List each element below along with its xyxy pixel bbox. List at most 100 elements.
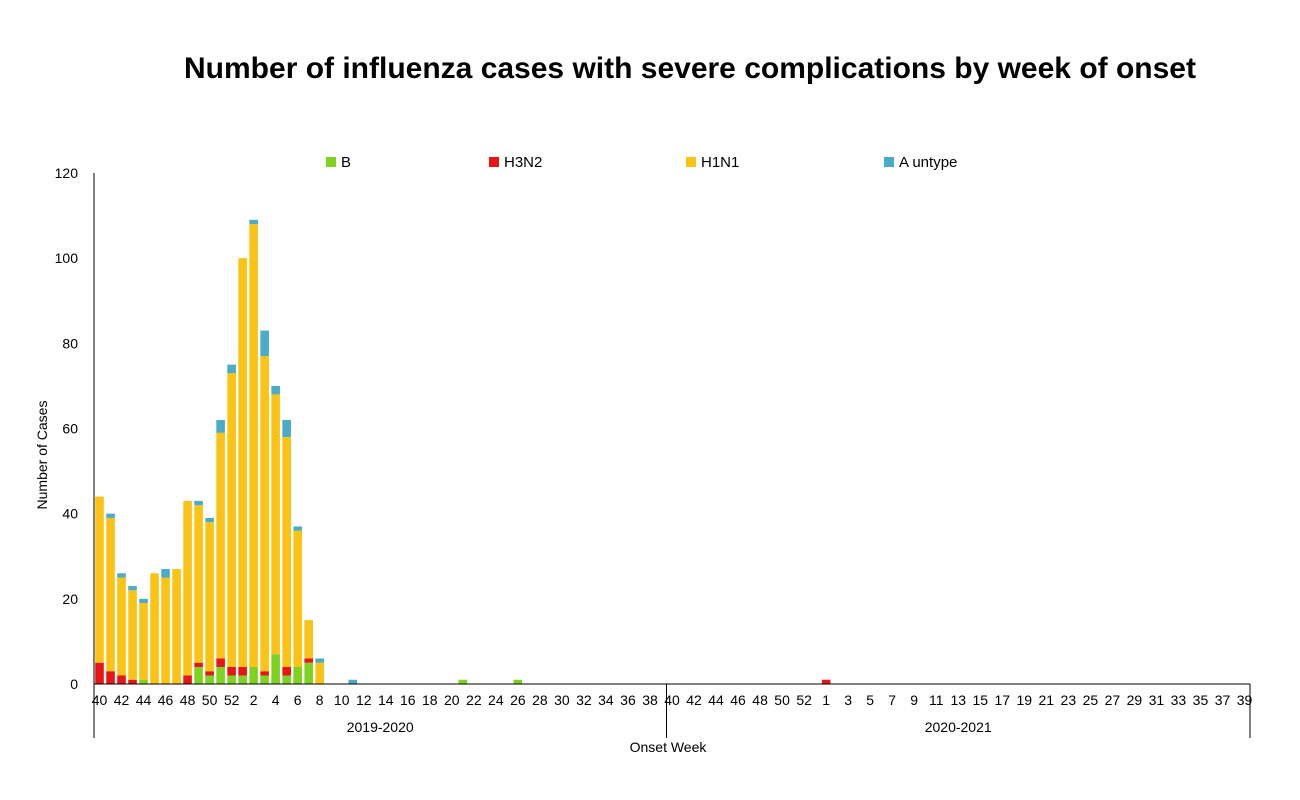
x-tick-label: 8 — [316, 692, 324, 708]
bar-segment-h1n1 — [194, 505, 203, 663]
legend: B H3N2 H1N1 A untype — [326, 154, 957, 171]
x-tick-label: 48 — [752, 692, 768, 708]
bar-segment-h3n2 — [238, 666, 247, 676]
bar-segment-h1n1 — [183, 500, 192, 676]
bar-segment-b — [282, 675, 291, 684]
bar-segment-a-untype — [205, 517, 214, 523]
x-tick-label: 18 — [422, 692, 438, 708]
season-label: 2019-2020 — [347, 719, 414, 735]
y-tick-label: 40 — [62, 506, 78, 522]
x-tick-label: 6 — [294, 692, 302, 708]
bar-segment-h3n2 — [183, 675, 192, 684]
x-tick-label: 22 — [466, 692, 482, 708]
bar-segment-a-untype — [194, 500, 203, 506]
x-tick-label: 26 — [510, 692, 526, 708]
bar-segment-a-untype — [161, 569, 170, 578]
bar-segment-h3n2 — [106, 671, 115, 684]
x-tick-label: 31 — [1149, 692, 1165, 708]
legend-swatch-h3n2 — [489, 157, 499, 167]
bar-segment-h1n1 — [161, 577, 170, 684]
bar-segment-b — [249, 666, 258, 684]
x-tick-label: 33 — [1171, 692, 1187, 708]
bar-segment-h3n2 — [194, 662, 203, 667]
x-tick-label: 32 — [576, 692, 592, 708]
x-tick-label: 50 — [774, 692, 790, 708]
bar-segment-h1n1 — [315, 662, 324, 684]
x-tick-label: 23 — [1061, 692, 1077, 708]
bar-segment-a-untype — [117, 573, 126, 578]
bar-segment-a-untype — [216, 419, 225, 433]
bar-segment-h3n2 — [304, 658, 313, 663]
legend-label: B — [341, 154, 351, 171]
x-tick-label: 42 — [114, 692, 130, 708]
x-tick-label: 48 — [180, 692, 196, 708]
bar-segment-a-untype — [348, 679, 358, 684]
legend-label: H1N1 — [701, 154, 739, 171]
x-tick-label: 36 — [620, 692, 636, 708]
bar-segment-h1n1 — [260, 356, 269, 672]
x-tick-label: 52 — [796, 692, 812, 708]
x-tick-label: 21 — [1039, 692, 1055, 708]
bar-segment-h3n2 — [260, 671, 269, 676]
x-tick-label: 44 — [136, 692, 152, 708]
x-tick-label: 30 — [554, 692, 570, 708]
legend-swatch-h1n1 — [686, 157, 696, 167]
y-tick-label: 60 — [62, 421, 78, 437]
bar-segment-h1n1 — [128, 590, 137, 680]
bar-segment-h3n2 — [216, 658, 225, 667]
x-tick-label: 25 — [1083, 692, 1099, 708]
x-tick-label: 3 — [844, 692, 852, 708]
legend-swatch-a-untype — [884, 157, 894, 167]
x-tick-label: 27 — [1105, 692, 1121, 708]
bar-segment-h1n1 — [282, 437, 291, 667]
bar-segment-h3n2 — [128, 679, 137, 684]
bar-segment-a-untype — [106, 513, 115, 518]
bar-segment-h3n2 — [282, 666, 291, 676]
bar-segment-a-untype — [293, 526, 302, 531]
x-tick-label: 29 — [1127, 692, 1143, 708]
x-tick-label: 20 — [444, 692, 460, 708]
x-tick-label: 10 — [334, 692, 350, 708]
bar-segment-h1n1 — [238, 258, 247, 667]
y-tick-label: 100 — [55, 250, 79, 266]
bar-segment-h1n1 — [227, 373, 236, 667]
x-tick-label: 1 — [822, 692, 830, 708]
x-tick-label: 17 — [995, 692, 1011, 708]
bar-segment-h1n1 — [139, 603, 148, 680]
bar-segment-b — [205, 675, 214, 684]
season-label: 2020-2021 — [925, 719, 992, 735]
x-tick-label: 9 — [910, 692, 918, 708]
bar-segment-a-untype — [315, 658, 324, 663]
x-tick-label: 12 — [356, 692, 372, 708]
bar-segment-b — [458, 679, 468, 684]
y-axis-label: Number of Cases — [34, 401, 50, 510]
x-tick-label: 28 — [532, 692, 548, 708]
bar-segment-h1n1 — [172, 569, 181, 684]
x-tick-label: 24 — [488, 692, 504, 708]
bars — [95, 219, 831, 684]
legend-label: A untype — [899, 154, 957, 171]
x-tick-label: 4 — [272, 692, 280, 708]
x-tick-label: 35 — [1193, 692, 1209, 708]
bar-segment-b — [139, 679, 148, 684]
bar-segment-b — [216, 666, 225, 684]
y-tick-label: 120 — [55, 165, 79, 181]
x-axis-label: Onset Week — [630, 739, 708, 755]
x-tick-label: 40 — [92, 692, 108, 708]
x-tick-label: 14 — [378, 692, 394, 708]
bar-segment-h1n1 — [249, 224, 258, 667]
chart-title: Number of influenza cases with severe co… — [184, 52, 1196, 85]
bar-segment-h1n1 — [117, 577, 126, 676]
bar-segment-a-untype — [282, 419, 291, 438]
bar-segment-b — [304, 662, 313, 684]
bar-segment-a-untype — [260, 330, 269, 357]
y-tick-label: 0 — [70, 676, 78, 692]
bar-segment-b — [260, 675, 269, 684]
x-tick-label: 50 — [202, 692, 218, 708]
x-tick-label: 37 — [1215, 692, 1231, 708]
bar-segment-b — [271, 654, 280, 684]
x-tick-label: 52 — [224, 692, 240, 708]
x-tick-label: 39 — [1237, 692, 1253, 708]
bar-segment-a-untype — [227, 364, 236, 374]
